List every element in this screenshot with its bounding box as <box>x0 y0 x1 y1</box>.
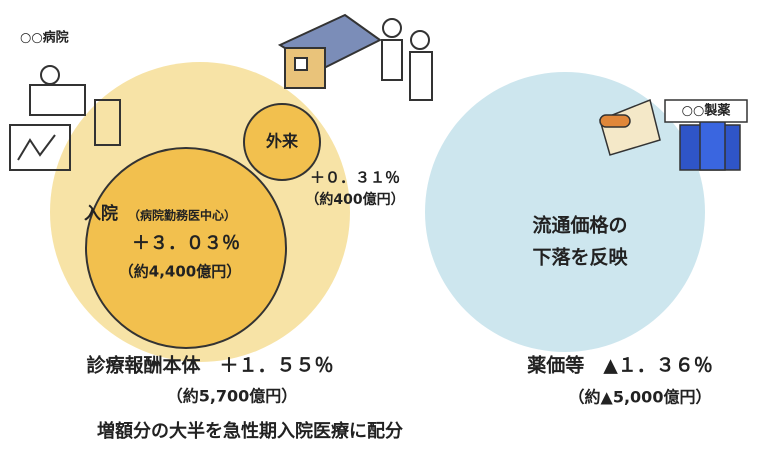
main-fee-amount: （約5,700億円） <box>167 387 298 406</box>
inpatient-amount: （約4,400億円） <box>119 263 241 281</box>
inpatient-label: 入院 <box>84 203 118 224</box>
pharma-circle <box>425 72 705 352</box>
pharma-label: 薬価等 ▲１．３６％ <box>526 354 713 377</box>
inpatient-note: （病院勤務医中心） <box>128 208 236 223</box>
inpatient-rate: ＋３．０３％ <box>132 233 240 254</box>
pharma-reason: 下落を反映 <box>532 246 628 269</box>
inpatient-circle <box>85 147 287 349</box>
house-illustration <box>277 13 433 101</box>
outpatient-rate: ＋０．３１％ <box>310 169 400 187</box>
outpatient-amount: （約400億円） <box>305 191 404 208</box>
main-fee-label: 診療報酬本体 ＋１．５５％ <box>86 354 333 377</box>
hospital-illustration <box>9 65 121 171</box>
outpatient-circle <box>243 103 321 181</box>
pharma-illustration <box>599 98 748 171</box>
pharma-reason: 流通価格の <box>532 214 627 237</box>
main-fee-note: 増額分の大半を急性期入院医療に配分 <box>97 420 403 442</box>
company-label: ○○製薬 <box>682 103 732 119</box>
hospital-label: ○○病院 <box>20 30 69 46</box>
pharma-amount: （約▲5,000億円） <box>569 388 712 407</box>
outpatient-label: 外来 <box>265 132 299 151</box>
